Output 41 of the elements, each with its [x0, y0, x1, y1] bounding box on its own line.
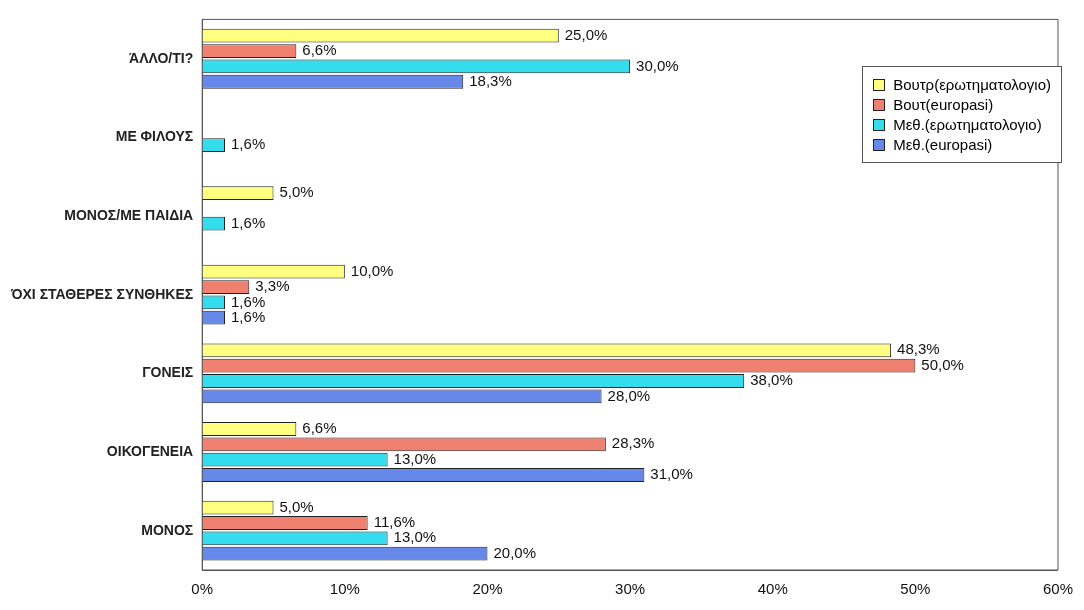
data-label: 5,0%: [279, 183, 314, 201]
data-label: 28,3%: [611, 434, 655, 452]
data-label: 48,3%: [897, 340, 940, 358]
legend-label: Μεθ.(ερωτηματολογιο): [893, 116, 1042, 133]
y-tick-label: ΜΟΝΟΣ: [141, 521, 194, 538]
data-label: 10,0%: [350, 261, 394, 279]
x-tick-label: 60%: [1042, 580, 1073, 598]
x-tick-label: 40%: [757, 580, 788, 598]
y-tick-label: ΓΟΝΕΙΣ: [142, 364, 194, 381]
x-tick-label: 50%: [900, 580, 931, 598]
x-tick-label: 0%: [191, 580, 214, 598]
x-tick-label: 20%: [472, 580, 503, 598]
data-label: 1,6%: [231, 292, 266, 310]
x-tick-label: 10%: [329, 580, 360, 598]
data-label: 31,0%: [650, 465, 693, 483]
data-label: 28,0%: [607, 386, 651, 404]
data-label: 3,3%: [255, 277, 290, 295]
y-tick-label: ΌΧΙ ΣΤΑΘΕΡΕΣ ΣΥΝΘΗΚΕΣ: [9, 285, 194, 302]
data-label: 20,0%: [493, 543, 537, 561]
data-label: 6,6%: [302, 41, 337, 59]
data-label: 11,6%: [373, 513, 416, 531]
legend-label: Μεθ.(europasi): [893, 136, 993, 153]
data-label: 13,0%: [393, 449, 437, 467]
data-label: 25,0%: [564, 25, 608, 43]
y-tick-label: ΟΙΚΟΓΕΝΕΙΑ: [106, 442, 194, 459]
data-label: 38,0%: [750, 371, 793, 389]
y-tick-label: ΜΟΝΟΣ/ΜΕ ΠΑΙΔΙΑ: [64, 206, 194, 223]
x-tick-label: 30%: [615, 580, 646, 598]
data-label: 18,3%: [469, 71, 512, 89]
legend-label: Βουτ(europasi): [893, 96, 994, 113]
data-label: 50,0%: [921, 355, 964, 373]
y-tick-label: ΜΕ ΦΙΛΟΥΣ: [115, 128, 194, 145]
legend-label: Βουτρ(ερωτηματολογιο): [893, 76, 1051, 93]
data-label: 6,6%: [302, 419, 337, 437]
data-label: 30,0%: [636, 56, 679, 74]
data-label: 13,0%: [393, 528, 437, 546]
data-label: 1,6%: [231, 307, 266, 325]
data-label: 1,6%: [231, 135, 266, 153]
data-label: 5,0%: [279, 497, 314, 515]
y-tick-label: ΆΛΛΟ/ΤΙ?: [129, 49, 194, 66]
data-label: 1,6%: [231, 213, 266, 231]
